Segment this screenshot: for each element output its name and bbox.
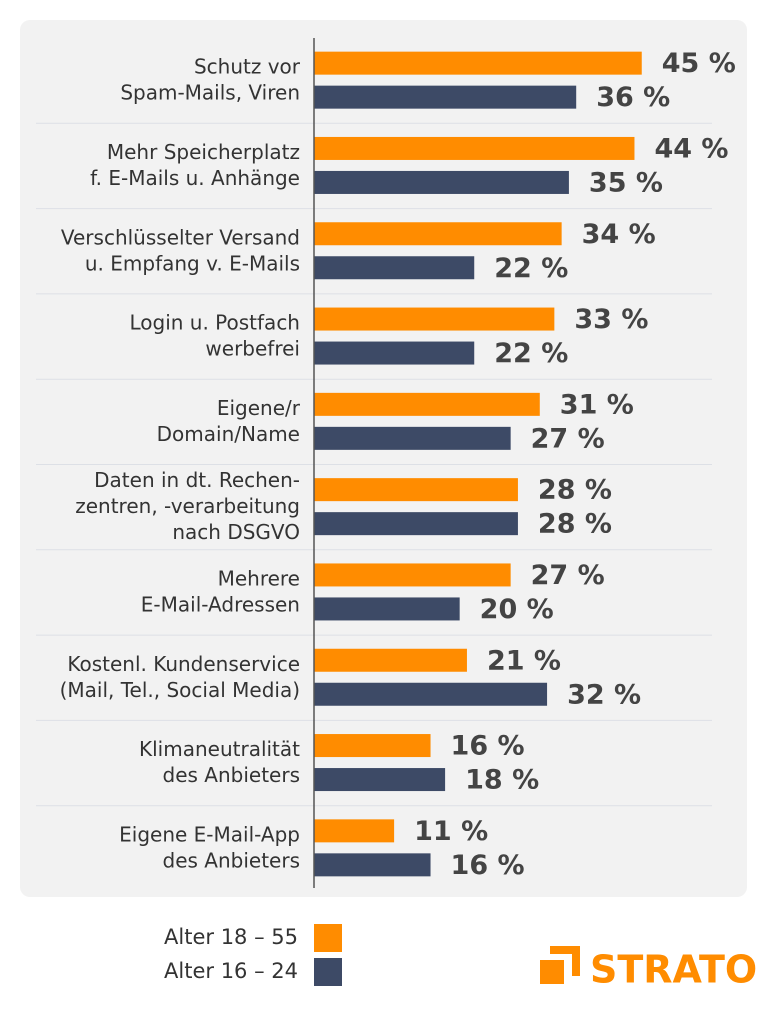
legend-label: Alter 16 – 24 bbox=[164, 959, 298, 983]
legend-swatch bbox=[314, 958, 342, 986]
bar bbox=[314, 853, 431, 877]
category-label: Eigene E-Mail-App des Anbieters bbox=[119, 822, 300, 872]
panel bbox=[20, 20, 747, 897]
category-label: Mehr Speicherplatz f. E-Mails u. Anhänge bbox=[90, 139, 300, 189]
bar bbox=[314, 426, 511, 450]
value-label: 33 % bbox=[574, 304, 648, 335]
bar bbox=[314, 51, 642, 75]
value-label: 21 % bbox=[487, 645, 561, 676]
value-label: 36 % bbox=[596, 82, 670, 113]
value-label: 16 % bbox=[451, 731, 525, 762]
value-label: 44 % bbox=[654, 133, 728, 164]
category-label: Schutz vor Spam-Mails, Viren bbox=[120, 54, 300, 104]
bar bbox=[314, 222, 562, 246]
category-label: Mehrere E-Mail-Adressen bbox=[141, 566, 300, 616]
value-label: 11 % bbox=[414, 816, 488, 847]
category-label: Kostenl. Kundenservice (Mail, Tel., Socia… bbox=[60, 651, 300, 701]
value-label: 18 % bbox=[465, 765, 539, 796]
value-label: 27 % bbox=[531, 423, 605, 454]
bar bbox=[314, 819, 395, 843]
value-label: 16 % bbox=[451, 850, 525, 881]
value-label: 22 % bbox=[494, 253, 568, 284]
legend-label: Alter 18 – 55 bbox=[164, 925, 298, 949]
bar bbox=[314, 85, 577, 109]
value-label: 20 % bbox=[480, 594, 554, 625]
legend-swatch bbox=[314, 924, 342, 952]
value-label: 27 % bbox=[531, 560, 605, 591]
logo-text: STRATO bbox=[590, 948, 757, 992]
category-label: Verschlüsselter Versand u. Empfang v. E-M… bbox=[61, 225, 300, 275]
value-label: 28 % bbox=[538, 475, 612, 506]
value-label: 32 % bbox=[567, 679, 641, 710]
bar bbox=[314, 478, 518, 502]
logo-icon bbox=[550, 946, 580, 976]
bar bbox=[314, 170, 569, 194]
category-label: Eigene/r Domain/Name bbox=[157, 395, 301, 445]
logo-icon bbox=[540, 960, 564, 984]
category-label: Daten in dt. Rechen-zentren, -verarbeitu… bbox=[75, 468, 300, 544]
logo: STRATO bbox=[540, 946, 757, 992]
bar bbox=[314, 682, 548, 706]
bar bbox=[314, 597, 460, 621]
value-label: 31 % bbox=[560, 389, 634, 420]
value-label: 45 % bbox=[662, 48, 736, 79]
category-label: Klimaneutralität des Anbieters bbox=[139, 737, 300, 787]
bar bbox=[314, 563, 511, 587]
bar bbox=[314, 341, 475, 365]
bar bbox=[314, 256, 475, 280]
value-label: 35 % bbox=[589, 167, 663, 198]
bar bbox=[314, 734, 431, 758]
value-label: 34 % bbox=[582, 219, 656, 250]
bar bbox=[314, 392, 540, 416]
category-label: Login u. Postfach werbefrei bbox=[129, 310, 300, 360]
bar bbox=[314, 136, 635, 160]
bar bbox=[314, 768, 446, 792]
value-label: 22 % bbox=[494, 338, 568, 369]
bar bbox=[314, 648, 467, 672]
value-label: 28 % bbox=[538, 509, 612, 540]
bar bbox=[314, 307, 555, 331]
bar bbox=[314, 512, 518, 536]
